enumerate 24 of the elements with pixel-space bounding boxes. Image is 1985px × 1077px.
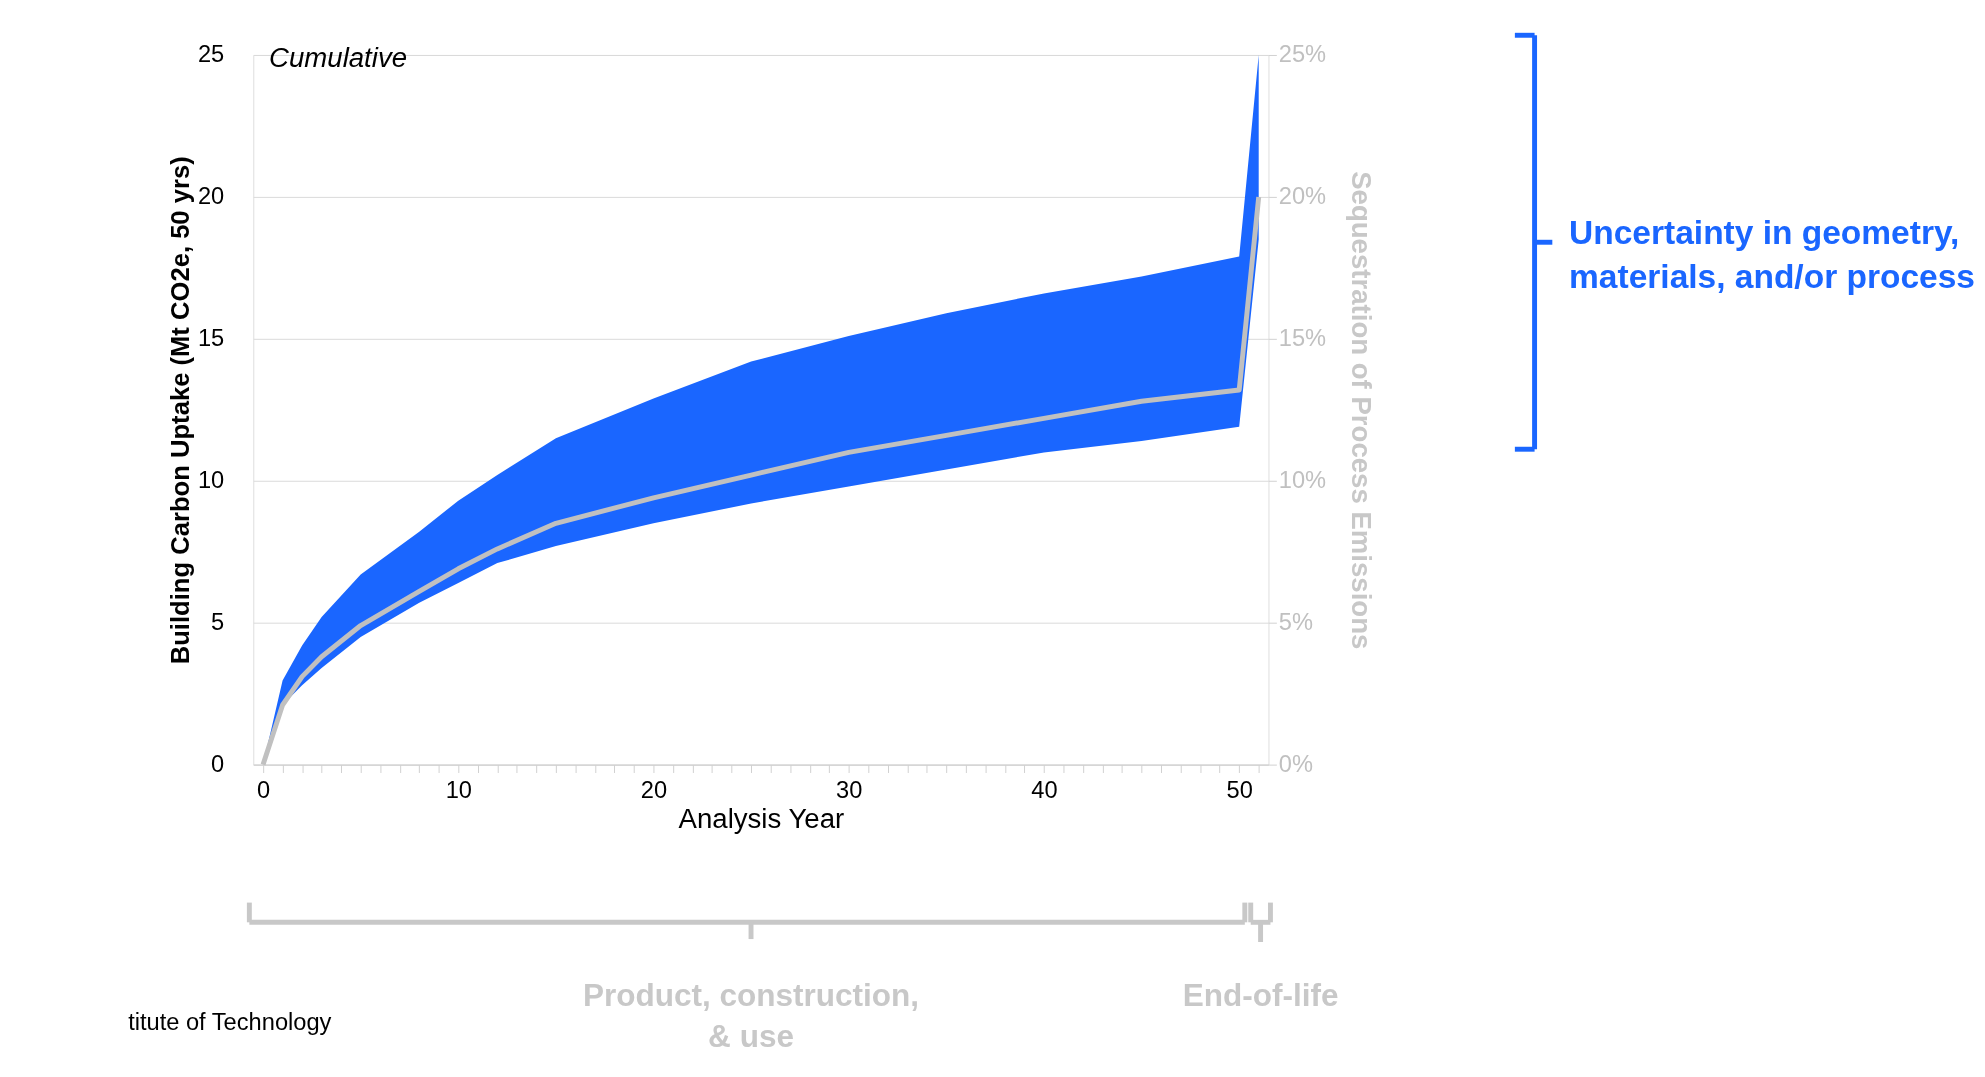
x-tick-label: 0	[256, 776, 271, 803]
x-tick-label: 50	[1226, 776, 1253, 803]
text: Uncertainty in geometry, materials, and/or process	[1569, 214, 1975, 295]
y2-tick-label: 25%	[1278, 41, 1327, 68]
y2-tick-label: 20%	[1278, 183, 1327, 210]
x-tick-label: 30	[836, 776, 863, 803]
y-tick-label: 25	[197, 41, 225, 68]
x-tick-label: 40	[1031, 776, 1058, 803]
text: titute of Technology	[128, 1008, 332, 1035]
x-tick-label: 20	[640, 776, 668, 803]
y2-tick-label: 5%	[1278, 609, 1313, 636]
annotation: Cumulative	[269, 41, 408, 73]
y-tick-label: 10	[197, 467, 225, 494]
y-tick-label: 0	[211, 751, 225, 778]
x-axis-title: Analysis Year	[678, 803, 845, 835]
y-axis-title: Building Carbon Uptake (Mt CO2e, 50 yrs)	[166, 156, 195, 665]
y-tick-label: 5	[211, 609, 225, 636]
line-series	[260, 194, 1262, 768]
y2-tick-label: 10%	[1278, 467, 1327, 494]
y2-tick-label: 0%	[1278, 751, 1313, 778]
x-tick-label: 10	[445, 776, 472, 803]
y2-tick-label: 15%	[1278, 325, 1327, 352]
y-tick-label: 20	[197, 183, 225, 210]
y-tick-label: 15	[197, 325, 225, 352]
